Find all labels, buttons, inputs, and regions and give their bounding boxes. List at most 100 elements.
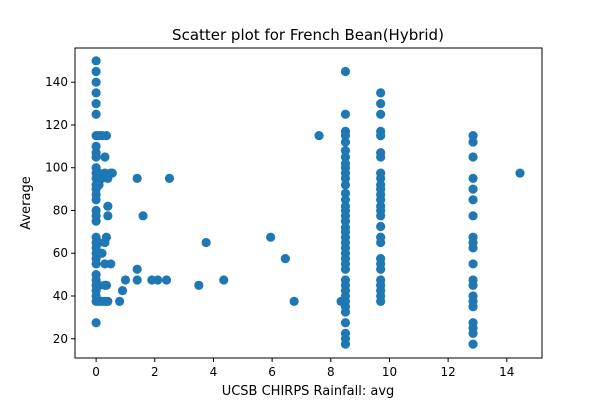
data-point [100,152,110,162]
points-layer [91,56,525,349]
data-point [340,180,351,190]
data-point [376,221,386,232]
x-tick-label: 4 [210,365,218,379]
data-point [340,216,351,226]
data-point [101,131,111,141]
data-point [468,137,478,147]
data-point [468,328,478,339]
y-tick-label: 20 [53,332,68,346]
data-point [103,201,113,211]
data-point [219,275,229,285]
x-axis: 0 2 4 6 8 10 12 14 [92,358,514,379]
data-point [120,275,131,285]
y-tick-label: 100 [45,161,68,175]
data-point [340,195,351,205]
data-point [91,56,101,66]
y-tick-label: 60 [53,246,68,260]
y-tick-label: 40 [53,289,68,303]
x-tick-label: 0 [92,365,100,379]
data-point [101,232,111,242]
data-point [376,152,386,162]
data-point [376,211,386,221]
y-tick-label: 80 [53,203,68,217]
data-point [194,280,204,290]
data-point [340,188,351,198]
data-point [161,275,172,285]
data-point [376,88,386,98]
data-point [91,318,101,328]
x-tick-label: 10 [382,365,397,379]
data-point [340,146,351,156]
data-point [468,152,478,162]
data-point [340,109,351,119]
y-axis: 20 40 60 80 100 120 140 [45,75,75,346]
data-point [91,66,101,77]
data-point [114,296,125,306]
data-point [97,248,107,258]
data-point [376,98,386,109]
data-point [314,131,324,141]
data-point [376,264,386,274]
data-point [376,195,386,205]
y-tick-label: 140 [45,75,68,89]
data-point [91,77,101,87]
x-axis-title: UCSB CHIRPS Rainfall: avg [222,384,395,399]
data-point [164,173,175,184]
data-point [376,173,386,184]
data-point [340,339,351,349]
x-tick-label: 2 [151,365,159,379]
data-point [91,216,101,226]
data-point [340,131,351,141]
data-point [91,98,101,109]
data-point [515,168,525,178]
data-point [103,296,113,306]
data-point [468,280,478,290]
data-point [376,237,386,248]
data-point [468,173,478,184]
plot-frame [74,47,543,359]
data-point [468,195,478,205]
x-tick-label: 12 [440,365,455,379]
data-point [153,275,163,285]
data-point [91,109,101,119]
y-axis-title: Average [19,176,34,229]
data-point [132,173,142,184]
data-point [280,253,290,264]
data-point [376,109,386,119]
data-point [340,152,351,162]
data-point [103,211,113,221]
data-point [468,131,478,141]
x-tick-label: 6 [268,365,276,379]
data-point [91,195,101,205]
data-point [91,141,101,151]
data-point [468,339,478,349]
data-point [117,286,128,296]
data-point [468,302,478,312]
data-point [138,211,148,221]
data-point [91,259,101,269]
data-point [266,232,276,242]
x-tick-label: 8 [327,365,335,379]
data-point [132,275,142,285]
data-point [91,152,101,162]
data-point [340,264,351,274]
data-point [468,259,478,269]
data-point [106,259,116,269]
data-point [340,66,351,77]
chart-title: Scatter plot for French Bean(Hybrid) [172,26,444,44]
data-point [376,296,386,306]
data-point [132,264,142,274]
data-point [101,280,111,290]
data-point [340,173,351,184]
data-point [468,184,478,194]
data-point [468,243,478,253]
data-point [468,211,478,221]
y-tick-label: 120 [45,118,68,132]
x-tick-label: 14 [499,365,514,379]
data-point [340,307,351,317]
data-point [340,318,351,328]
data-point [340,137,351,147]
data-point [107,168,117,178]
data-point [91,88,101,98]
